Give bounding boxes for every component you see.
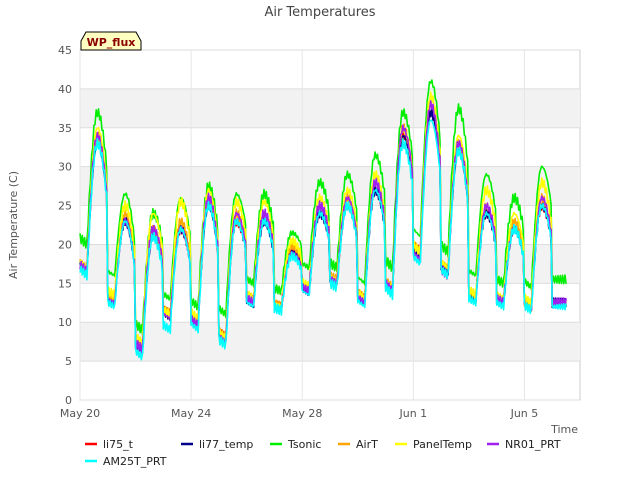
series-line-nr01-prt <box>79 100 567 354</box>
x-tick-label: Jun 1 <box>398 407 427 420</box>
y-axis-ticks: 0 5 10 15 20 25 30 35 40 45 <box>58 44 72 407</box>
legend-label: PanelTemp <box>413 438 472 451</box>
site-badge: WP_flux <box>80 31 142 51</box>
y-tick-label: 20 <box>58 238 72 251</box>
y-axis-label: Air Temperature (C) <box>7 171 20 279</box>
y-tick-label: 40 <box>58 83 72 96</box>
plot-band <box>80 166 580 206</box>
plot-band <box>80 88 580 128</box>
x-axis-label: Time <box>550 423 578 436</box>
y-tick-label: 35 <box>58 122 72 135</box>
legend-label: li75_t <box>103 438 134 451</box>
x-axis-ticks: May 20 May 24 May 28 Jun 1 Jun 5 <box>60 407 538 420</box>
x-tick-label: May 24 <box>171 407 211 420</box>
y-tick-label: 0 <box>65 394 72 407</box>
badge-label: WP_flux <box>87 36 136 49</box>
y-tick-label: 30 <box>58 161 72 174</box>
legend-label: li77_temp <box>199 438 253 451</box>
series-line-am25t-prt <box>79 119 567 361</box>
legend-label: AM25T_PRT <box>103 455 167 468</box>
y-tick-label: 45 <box>58 44 72 57</box>
plot-background <box>79 49 581 401</box>
legend-label: NR01_PRT <box>505 438 561 451</box>
y-tick-label: 5 <box>65 355 72 368</box>
y-tick-label: 25 <box>58 200 72 213</box>
chart-title: Air Temperatures <box>264 5 375 20</box>
y-tick-label: 15 <box>58 277 72 290</box>
plot-band <box>80 322 580 362</box>
badge-shape <box>80 31 142 51</box>
series-lines <box>79 79 567 361</box>
x-tick-label: Jun 5 <box>510 407 539 420</box>
x-tick-label: May 28 <box>282 407 322 420</box>
y-tick-label: 10 <box>58 316 72 329</box>
series-line-paneltemp <box>79 91 567 344</box>
legend: li75_t li77_temp Tsonic AirT PanelTemp NR01_P… <box>85 438 561 468</box>
legend-label: AirT <box>356 438 378 451</box>
legend-label: Tsonic <box>287 438 321 451</box>
x-tick-label: May 20 <box>60 407 100 420</box>
